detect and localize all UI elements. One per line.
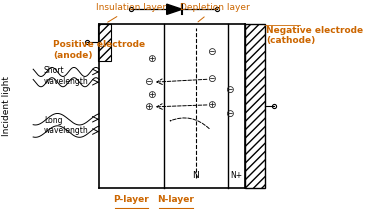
Text: Short
wavelength: Short wavelength	[44, 66, 89, 86]
Text: Insulation layer: Insulation layer	[96, 3, 166, 22]
Text: Negative electrode
(cathode): Negative electrode (cathode)	[266, 26, 364, 45]
Bar	[98, 24, 112, 61]
Text: N+: N+	[230, 171, 243, 180]
Text: P-layer: P-layer	[113, 195, 149, 204]
Text: Positive electrode
(anode): Positive electrode (anode)	[53, 40, 145, 59]
Text: N-layer: N-layer	[158, 195, 194, 204]
Text: ⊖: ⊖	[225, 85, 234, 96]
Text: ⊖: ⊖	[207, 47, 216, 57]
Text: ⊕: ⊕	[207, 100, 216, 110]
Text: Incident light: Incident light	[1, 76, 11, 136]
Polygon shape	[167, 4, 182, 14]
Text: Long
wavelength: Long wavelength	[44, 116, 89, 135]
Text: ⊖: ⊖	[207, 74, 216, 84]
Text: ⊕: ⊕	[147, 89, 156, 100]
Text: ⊖: ⊖	[225, 109, 234, 119]
FancyArrowPatch shape	[170, 118, 209, 129]
Text: Depletion layer: Depletion layer	[180, 3, 250, 22]
Text: N: N	[192, 171, 199, 180]
Bar	[245, 24, 265, 188]
Text: ⊖: ⊖	[144, 77, 153, 87]
Text: ⊕: ⊕	[144, 102, 153, 112]
Text: ⊕: ⊕	[147, 54, 156, 64]
